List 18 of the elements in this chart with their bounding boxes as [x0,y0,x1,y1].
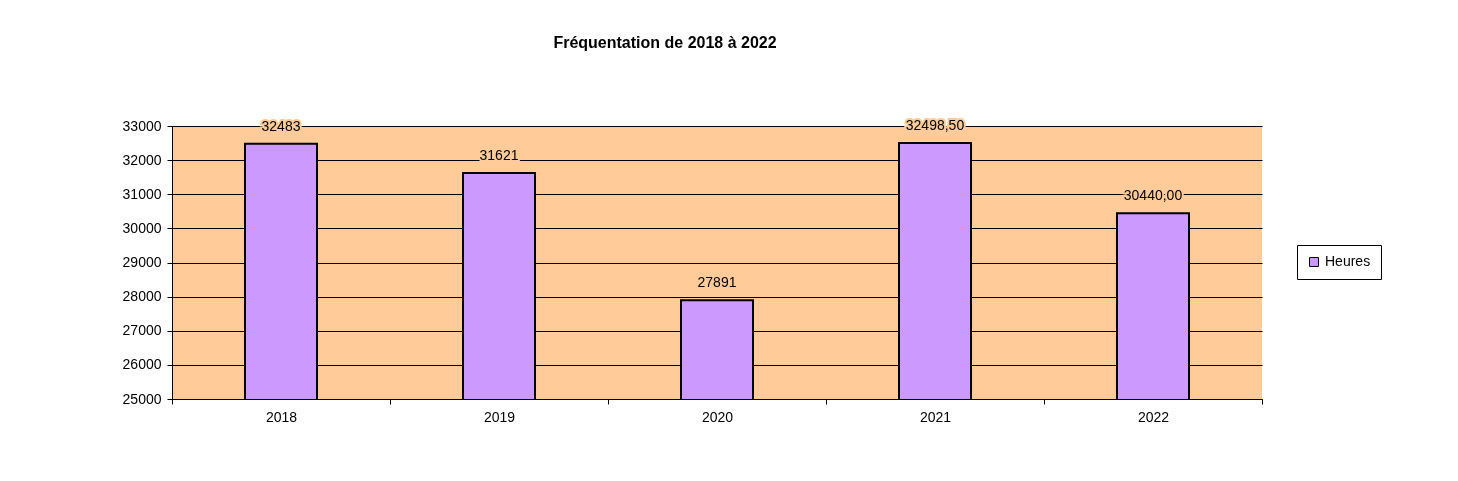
y-tick-label: 28000 [122,288,162,305]
y-tick-label: 32000 [122,151,162,168]
data-label: 27891 [697,274,737,291]
y-tick-label: 25000 [122,390,162,407]
y-tick-label: 33000 [122,117,162,134]
x-tick-label: 2021 [919,408,952,425]
chart-title: Fréquentation de 2018 à 2022 [553,34,777,51]
x-tick-label: 2019 [483,408,516,425]
legend-label: Heures [1325,253,1371,269]
x-tick-label: 2018 [265,408,298,425]
y-tick-label: 27000 [122,322,162,339]
y-tick-label: 29000 [122,254,162,270]
y-tick-label: 30000 [122,219,162,236]
x-tick-label: 2020 [701,408,734,425]
x-tick-label: 2022 [1137,408,1170,425]
data-label: 31621 [479,147,519,164]
y-tick-label: 26000 [122,356,162,373]
y-tick-label: 31000 [122,185,162,202]
